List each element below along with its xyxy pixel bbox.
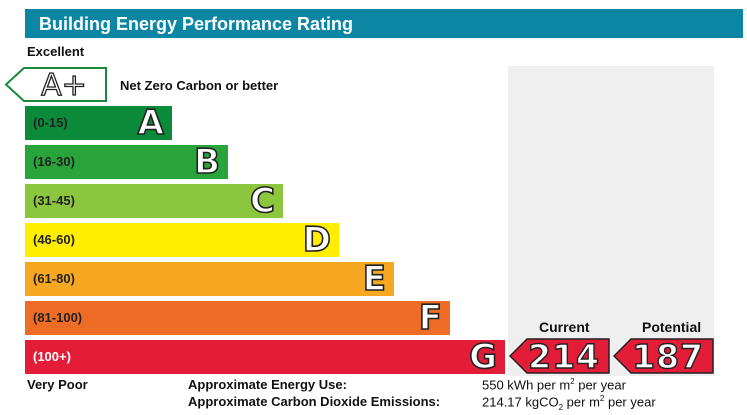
band-letter: C (249, 180, 276, 222)
band-range: (16-30) (33, 154, 75, 169)
band-range: (61-80) (33, 271, 75, 286)
band-b: (16-30) B (25, 141, 228, 183)
band-range: (31-45) (33, 193, 75, 208)
co2-value: 214.17 kgCO2 per m2 per year (482, 394, 656, 412)
band-a: (0-15) A (25, 102, 172, 144)
energy-use-label: Approximate Energy Use: (188, 377, 347, 392)
current-value: 214 (527, 336, 600, 376)
energy-use-value: 550 kWh per m2 per year (482, 377, 626, 393)
current-rating: 214 (509, 336, 610, 377)
band-d: (46-60) D (25, 219, 339, 261)
aplus-letter: A+ (41, 68, 87, 103)
rating-panel (508, 66, 714, 376)
band-letter: G (468, 336, 498, 378)
band-f: (81-100) F (25, 297, 450, 339)
band-range: (81-100) (33, 310, 83, 325)
aplus-arrow: A+ (4, 67, 107, 103)
band-letter: D (302, 219, 332, 261)
band-letter: F (418, 297, 443, 339)
band-c: (31-45) C (25, 180, 283, 222)
co2-label: Approximate Carbon Dioxide Emissions: (188, 394, 441, 409)
potential-value: 187 (631, 336, 704, 376)
band-letter: E (362, 258, 387, 300)
potential-rating: 187 (613, 336, 714, 377)
band-range: (46-60) (33, 232, 75, 247)
band-letter: B (193, 141, 221, 183)
excellent-label: Excellent (27, 44, 85, 59)
band-range: (0-15) (33, 115, 68, 130)
page-title: Building Energy Performance Rating (39, 14, 354, 34)
band-range: (100+) (33, 349, 71, 364)
current-header: Current (539, 319, 590, 335)
band-g: (100+) G (25, 336, 505, 378)
band-letter: A (137, 102, 165, 144)
band-e: (61-80) E (25, 258, 394, 300)
potential-header: Potential (642, 319, 702, 335)
header-bar: Building Energy Performance Rating (25, 9, 743, 38)
very-poor-label: Very Poor (27, 377, 88, 392)
aplus-description: Net Zero Carbon or better (120, 78, 279, 93)
